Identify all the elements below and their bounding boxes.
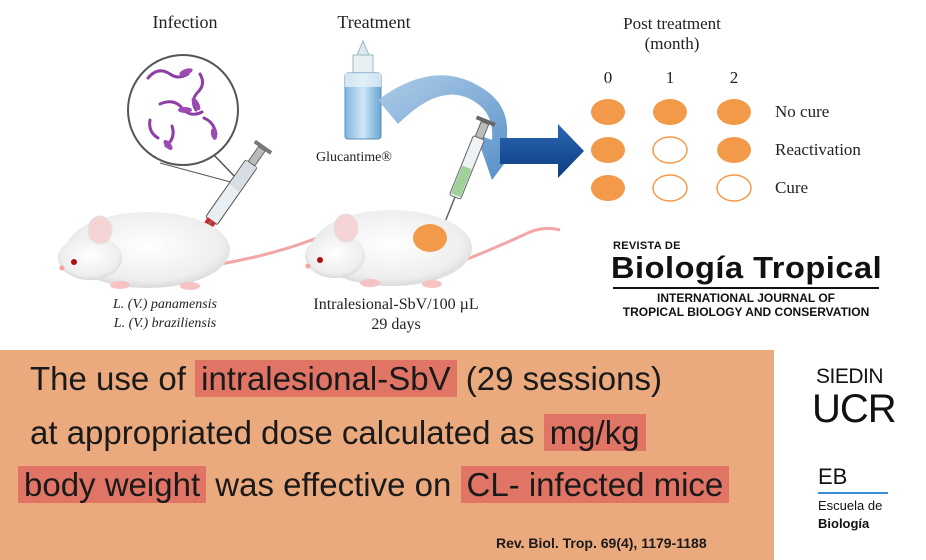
strain-braziliensis: L. (V.) braziliensis <box>113 316 217 331</box>
treatment-syringe-icon <box>440 115 496 233</box>
month-label: 1 <box>665 68 675 87</box>
journal-subtitle-line: INTERNATIONAL JOURNAL OF <box>656 291 835 305</box>
post-treatment-title: Post treatment <box>623 14 721 33</box>
conclusion-line-3: body weight was effective on CL- infecte… <box>18 466 730 504</box>
biologia-label: Biología <box>818 516 870 531</box>
treatment-duration: 29 days <box>371 316 421 333</box>
eb-logo: EB <box>818 464 848 489</box>
conclusion-highlight: CL- infected mice <box>460 466 730 503</box>
journal-subtitle: INTERNATIONAL JOURNAL OF TROPICAL BIOLOG… <box>613 291 879 319</box>
parasite-body-icon <box>163 68 218 150</box>
citation: Rev. Biol. Trop. 69(4), 1179-1188 <box>496 535 707 551</box>
conclusion-line-2: at appropriated dose calculated as mg/kg <box>30 414 646 452</box>
drug-name: Glucantime® <box>316 150 392 165</box>
right-arrow-icon <box>500 124 584 178</box>
outcome-filled-dot <box>591 99 625 125</box>
conclusion-text: was effective on <box>206 466 461 503</box>
conclusion-highlight: mg/kg <box>543 414 646 451</box>
journal-name: Biología Tropical <box>611 250 883 285</box>
treatment-regimen: Intralesional-SbV/100 µL <box>313 296 479 313</box>
outcome-filled-dot <box>591 175 625 201</box>
conclusion-highlight: body weight <box>18 466 207 503</box>
row-label-cure: Cure <box>775 178 809 197</box>
curved-arrow-icon <box>378 75 522 180</box>
row-label-reactivation: Reactivation <box>775 140 861 159</box>
illustration-layer <box>58 39 752 290</box>
strain-panamensis: L. (V.) panamensis <box>113 297 217 312</box>
outcome-filled-dot <box>653 99 687 125</box>
month-label: 2 <box>729 68 739 87</box>
journal-subtitle-line: TROPICAL BIOLOGY AND CONSERVATION <box>622 305 870 319</box>
row-label-no-cure: No cure <box>775 102 830 121</box>
outcome-grid <box>591 99 752 202</box>
conclusion-text: (29 sessions) <box>456 360 662 397</box>
conclusion-highlight: intralesional-SbV <box>195 360 457 397</box>
escuela-label: Escuela de <box>818 498 883 513</box>
eb-divider <box>818 492 888 494</box>
journal-divider <box>613 287 879 289</box>
infection-title: Infection <box>152 12 218 32</box>
conclusion-text: The use of <box>30 360 196 397</box>
glucantime-vial-icon <box>344 39 382 140</box>
siedin-logo: SIEDIN <box>816 365 884 388</box>
outcome-empty-dot <box>716 174 752 202</box>
outcome-empty-dot <box>652 136 688 164</box>
outcome-filled-dot <box>717 137 751 163</box>
outcome-filled-dot <box>717 99 751 125</box>
month-label: 0 <box>603 68 613 87</box>
conclusion-text: at appropriated dose calculated as <box>30 414 544 451</box>
infected-mouse-illustration <box>58 212 366 290</box>
outcome-empty-dot <box>652 174 688 202</box>
infection-syringe-icon <box>187 139 273 255</box>
journal-prefix: REVISTA DE <box>613 240 681 252</box>
conclusion-line-1: The use of intralesional-SbV (29 session… <box>30 360 662 398</box>
lesion-marker <box>413 224 447 252</box>
treatment-title: Treatment <box>337 12 411 32</box>
outcome-filled-dot <box>591 137 625 163</box>
ucr-logo: UCR <box>812 387 897 431</box>
post-treatment-unit: (month) <box>644 34 700 53</box>
